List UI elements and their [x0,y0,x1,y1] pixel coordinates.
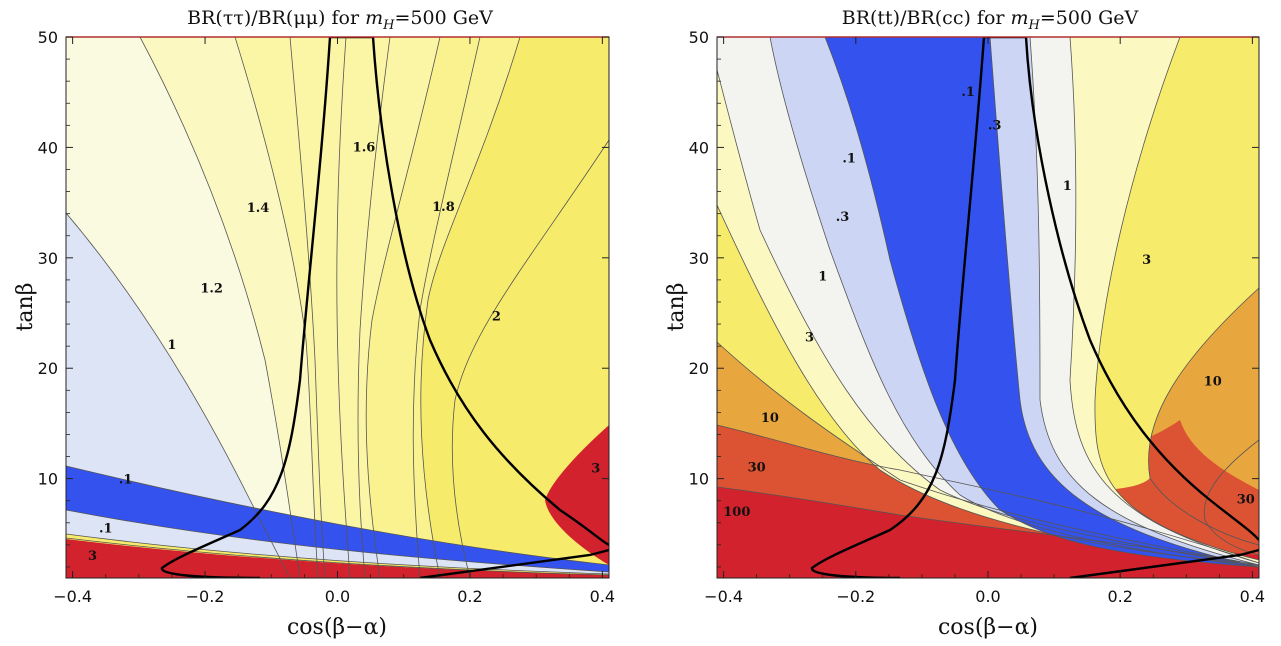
contour-label: 1 [167,338,176,353]
right-panel-title: BR(tt)/BR(cc) for mH=500 GeV [842,7,1139,33]
left-region-3-right [545,425,609,565]
x-tick-label: 0.2 [1107,587,1132,606]
contour-label: 1.2 [200,282,223,297]
left-region-3-lower [66,538,609,578]
contour-label: .3 [988,118,1002,133]
left-panel: BR(ττ)/BR(μμ) for mH=500 GeV [13,7,615,640]
right-contour-labels: .1 .3 .1 .3 1 1 3 3 10 10 30 30 100 [723,85,1255,520]
left-thick-contour [330,37,609,547]
x-tick-label: 0.4 [590,587,615,606]
y-tick-label: 20 [689,359,709,378]
x-tick-label: −0.2 [836,587,875,606]
x-tick-label: 0.0 [325,587,350,606]
left-contour-lines [66,37,609,578]
y-tick-label: 40 [38,138,58,157]
right-ticks: −0.4 −0.2 0.0 0.2 0.4 10 20 30 40 50 [689,28,1265,606]
contour-label: 1.4 [247,201,270,216]
left-thick-contour-3 [419,548,609,578]
contour-label: .1 [119,473,133,488]
right-y-axis-label: tanβ [664,283,689,332]
y-tick-label: 10 [38,470,58,489]
x-tick-label: −0.4 [53,587,92,606]
left-region-dot1-band [66,466,609,572]
contour-label: 3 [591,462,600,477]
right-plot-area [717,37,1259,578]
contour-label: 3 [88,549,97,564]
x-tick-label: −0.2 [186,587,225,606]
contour-label: 1 [1063,179,1072,194]
left-panel-title: BR(ττ)/BR(μμ) for mH=500 GeV [187,7,493,33]
right-x-axis-label: cos(β−α) [938,615,1038,640]
right-thick-contour-3 [1069,548,1259,578]
y-tick-label: 50 [689,28,709,47]
contour-label: 1.8 [432,200,455,215]
y-tick-label: 30 [689,249,709,268]
y-tick-label: 10 [689,470,709,489]
y-tick-label: 50 [38,28,58,47]
right-panel: BR(tt)/BR(cc) for mH=500 GeV [664,7,1265,640]
y-tick-label: 40 [689,138,709,157]
contour-label: 10 [761,411,779,426]
x-tick-label: 0.4 [1240,587,1265,606]
y-tick-label: 20 [38,359,58,378]
left-thick-contour-2 [160,37,332,578]
contour-label: .3 [836,210,850,225]
contour-label: 3 [805,330,814,345]
contour-label: .1 [99,521,113,536]
contour-label: 3 [1142,253,1151,268]
contour-label: .1 [842,151,856,166]
contour-label: 10 [1204,374,1222,389]
x-tick-label: −0.4 [704,587,743,606]
right-region-blue [825,37,1259,567]
contour-label: 1.6 [353,140,376,155]
left-x-axis-label: cos(β−α) [287,615,387,640]
contour-label: .1 [961,85,975,100]
x-tick-label: 0.2 [457,587,482,606]
left-plot-area [66,37,609,578]
left-region-1-lower [66,510,609,574]
contour-label: 2 [492,309,501,324]
contour-label: 30 [748,461,766,476]
contour-label: 1 [818,270,827,285]
contour-label: 30 [1237,493,1255,508]
right-thick-contour [984,37,1259,541]
left-y-axis-label: tanβ [13,283,38,332]
left-ticks: −0.4 −0.2 0.0 0.2 0.4 10 20 30 40 50 [38,28,615,606]
contour-label: 100 [723,505,750,520]
x-tick-label: 0.0 [975,587,1000,606]
right-contour-lines [717,37,1259,568]
y-tick-label: 30 [38,249,58,268]
left-contour-labels: 1.41.21.1.131.61.823 [88,140,600,564]
right-thick-contour-2 [810,37,986,578]
